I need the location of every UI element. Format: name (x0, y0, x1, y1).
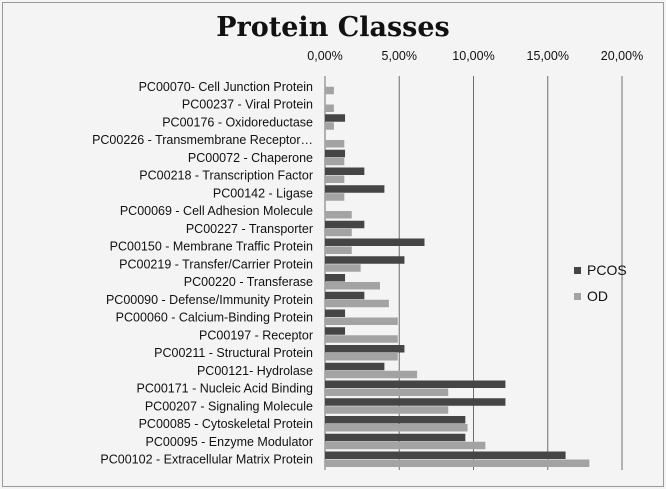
x-axis-ticks: 0,00% 5,00% 10,00% 15,00% 20,00% (307, 49, 643, 63)
x-tick-label: 5,00% (382, 49, 417, 63)
bar-od (325, 140, 345, 148)
bar-od (325, 193, 345, 201)
bar-pcos (325, 380, 506, 388)
bar-od (325, 353, 398, 361)
bars (325, 86, 590, 467)
bar-pcos (325, 309, 346, 317)
category-label: PC00095 - Enzyme Modulator (146, 435, 313, 449)
category-label: PC00207 - Signaling Molecule (145, 399, 313, 413)
bar-od (325, 441, 486, 450)
category-label: PC00197 - Receptor (199, 328, 313, 342)
bar-od (325, 228, 352, 237)
x-tick-label: 15,00% (527, 49, 569, 63)
legend-swatch-pcos (574, 267, 581, 274)
category-label: PC00142 - Ligase (213, 186, 313, 200)
bar-od (325, 299, 389, 308)
category-label: PC00069 - Cell Adhesion Molecule (120, 204, 313, 218)
bar-od (325, 424, 468, 432)
legend-swatch-od (574, 293, 581, 300)
bar-pcos (325, 238, 425, 246)
bar-pcos (325, 167, 365, 175)
category-label: PC00150 - Membrane Traffic Protein (110, 240, 313, 254)
bar-pcos (325, 362, 385, 371)
bar-od (325, 459, 590, 467)
bar-pcos (325, 433, 466, 442)
category-label: PC00072 - Chaperone (188, 151, 313, 165)
category-label: PC00219 - Transfer/Carrier Protein (119, 257, 313, 271)
category-label: PC00171 - Nucleic Acid Binding (137, 382, 314, 396)
x-tick-label: 0,00% (307, 49, 342, 63)
category-label: PC00211 - Structural Protein (154, 346, 313, 360)
bar-pcos (325, 220, 365, 229)
bar-od (325, 122, 334, 130)
chart-title: Protein Classes (216, 12, 450, 43)
category-labels: PC00070- Cell Junction Protein PC00237 - … (92, 80, 313, 467)
category-label: PC00102 - Extracellular Matrix Protein (100, 453, 313, 467)
bar-pcos (325, 114, 346, 122)
bar-od (325, 264, 361, 272)
category-label: PC00090 - Defense/Immunity Protein (106, 293, 313, 307)
legend: PCOS OD (574, 262, 627, 304)
bar-od (325, 211, 352, 219)
bar-od (325, 104, 334, 112)
category-label: PC00227 - Transporter (186, 222, 313, 236)
bar-od (325, 157, 345, 166)
bar-pcos (325, 327, 346, 335)
bar-pcos (325, 451, 566, 459)
bar-pcos (325, 416, 466, 424)
bar-od (325, 388, 449, 396)
category-label: PC00121- Hydrolase (197, 364, 313, 378)
category-label: PC00070- Cell Junction Protein (139, 80, 313, 94)
bar-pcos (325, 345, 405, 353)
legend-label-od: OD (587, 288, 608, 304)
category-label: PC00226 - Transmembrane Receptor… (92, 133, 313, 147)
bar-od (325, 317, 398, 325)
x-tick-label: 20,00% (601, 49, 643, 63)
bar-od (325, 175, 345, 183)
bar-od (325, 246, 352, 254)
bar-pcos (325, 274, 346, 282)
category-label: PC00060 - Calcium-Binding Protein (116, 311, 313, 325)
bar-pcos (325, 256, 405, 264)
x-tick-label: 10,00% (452, 49, 494, 63)
legend-label-pcos: PCOS (587, 262, 627, 278)
bar-od (325, 335, 398, 343)
bar-od (325, 370, 418, 379)
bar-pcos (325, 149, 346, 158)
category-label: PC00085 - Cytoskeletal Protein (139, 417, 313, 431)
category-label: PC00220 - Transferase (184, 275, 313, 289)
bar-pcos (325, 398, 506, 406)
bar-pcos (325, 291, 365, 300)
bar-od (325, 406, 449, 414)
category-label: PC00237 - Viral Protein (182, 98, 313, 112)
bar-od (325, 86, 334, 95)
bar-pcos (325, 185, 385, 193)
bar-od (325, 282, 380, 290)
category-label: PC00218 - Transcription Factor (139, 169, 313, 183)
category-label: PC00176 - Oxidoreductase (162, 115, 313, 129)
